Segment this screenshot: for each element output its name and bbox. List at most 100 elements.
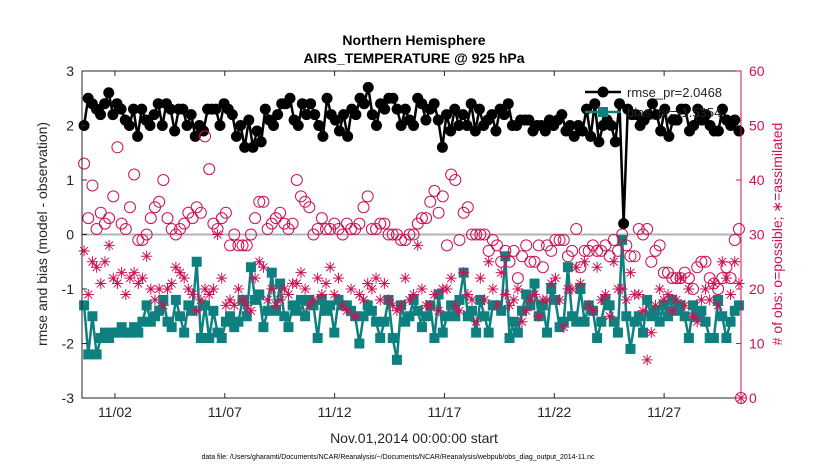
data-point-3-140 — [662, 288, 674, 300]
data-point-2-106 — [520, 239, 533, 252]
data-point-3-71 — [374, 294, 386, 306]
data-point-3-90-strokes — [453, 305, 465, 317]
y-tick-label-right: 0 — [749, 390, 757, 406]
data-point-0-83 — [420, 114, 432, 126]
data-point-3-126 — [604, 310, 616, 322]
y-axis-label-left: rmse and bias (model - observation) — [34, 122, 50, 346]
data-point-3-23-strokes — [174, 267, 186, 279]
data-point-3-67 — [358, 294, 370, 306]
data-point-2-78 — [403, 228, 416, 241]
data-point-1-40 — [245, 262, 256, 273]
data-point-3-104-strokes — [512, 283, 524, 295]
data-point-2-54 — [303, 201, 316, 214]
data-point-0-19 — [156, 120, 168, 131]
data-point-3-9-strokes — [116, 267, 128, 279]
data-point-3-7 — [107, 272, 119, 284]
data-point-3-94-strokes — [470, 316, 482, 328]
data-point-2-148 — [695, 255, 708, 268]
data-point-3-43 — [257, 261, 269, 273]
data-point-1-24 — [179, 327, 190, 338]
data-point-1-157 — [733, 300, 744, 311]
data-point-3-59-strokes — [324, 261, 336, 273]
data-point-0-47 — [272, 109, 284, 121]
data-point-2-110 — [536, 261, 549, 274]
data-point-3-76 — [395, 299, 407, 311]
data-point-3-24 — [178, 272, 190, 284]
data-point-3-8-strokes — [111, 278, 123, 290]
data-point-0-78 — [399, 103, 411, 115]
data-point-3-117 — [566, 283, 578, 295]
data-point-0-11 — [123, 120, 135, 131]
data-point-2-7 — [107, 190, 120, 203]
data-point-1-151 — [708, 333, 719, 344]
data-point-3-102 — [504, 299, 516, 311]
data-point-3-113-strokes — [549, 272, 561, 284]
data-point-3-17-strokes — [149, 294, 161, 306]
data-point-3-28 — [195, 294, 207, 306]
data-point-3-49-strokes — [282, 288, 294, 300]
data-point-0-76 — [391, 103, 403, 115]
data-point-3-148-strokes — [695, 294, 707, 306]
data-point-1-5 — [99, 327, 110, 338]
x-tick-label: 11/27 — [647, 404, 681, 420]
data-point-3-26 — [187, 288, 199, 300]
data-point-1-2 — [87, 311, 98, 322]
data-point-3-96 — [478, 294, 490, 306]
data-point-1-123 — [592, 333, 603, 344]
data-point-3-34-strokes — [220, 299, 232, 311]
data-point-3-40 — [245, 305, 257, 317]
series-0 — [78, 81, 745, 230]
data-point-3-149-strokes — [700, 283, 712, 295]
data-point-3-47 — [274, 294, 286, 306]
data-point-1-102 — [504, 333, 515, 344]
data-point-3-145-strokes — [683, 283, 695, 295]
data-point-3-107-strokes — [524, 294, 536, 306]
data-point-0-50 — [284, 92, 296, 104]
data-point-3-62-strokes — [337, 299, 349, 311]
data-point-3-11-strokes — [124, 272, 136, 284]
data-file-footnote: data file: /Users/gharamti/Documents/NCA… — [201, 454, 595, 461]
data-point-3-152-strokes — [712, 299, 724, 311]
data-point-2-42 — [253, 195, 266, 208]
data-point-3-98-strokes — [487, 283, 499, 295]
data-point-0-93 — [461, 120, 473, 131]
data-point-0-158 — [729, 114, 741, 126]
data-point-3-64-strokes — [345, 283, 357, 295]
data-point-0-91 — [453, 120, 465, 131]
data-point-3-85 — [433, 305, 445, 317]
data-point-0-90 — [449, 103, 461, 115]
data-point-3-46-strokes — [270, 299, 282, 311]
data-point-0-108 — [523, 114, 535, 126]
data-point-3-24-strokes — [178, 272, 190, 284]
data-point-2-30 — [203, 163, 216, 176]
data-point-2-156 — [728, 233, 741, 246]
data-point-2-130 — [620, 239, 633, 252]
data-point-3-33-strokes — [216, 272, 228, 284]
data-point-3-147-strokes — [691, 316, 703, 328]
data-point-3-35-strokes — [224, 294, 236, 306]
data-point-1-103 — [508, 316, 519, 327]
data-point-0-63 — [338, 109, 350, 121]
data-point-2-128 — [611, 244, 624, 257]
data-point-3-141-strokes — [666, 305, 678, 317]
data-point-3-87 — [441, 283, 453, 295]
data-point-0-40 — [243, 114, 255, 126]
data-point-0-88 — [441, 109, 453, 121]
data-point-3-1-strokes — [82, 288, 94, 300]
data-point-1-51 — [291, 305, 302, 316]
data-point-3-95 — [474, 272, 486, 284]
data-point-2-79 — [407, 228, 420, 241]
data-point-1-6 — [104, 333, 115, 344]
data-point-0-141 — [659, 103, 671, 115]
y-tick-label-right: 60 — [749, 63, 765, 79]
data-point-1-124 — [596, 316, 607, 327]
data-point-3-94 — [470, 316, 482, 328]
data-point-0-86 — [432, 114, 444, 126]
data-point-1-61 — [333, 294, 344, 305]
data-point-3-41 — [249, 272, 261, 284]
data-point-3-35 — [224, 294, 236, 306]
data-point-0-102 — [498, 109, 510, 121]
data-point-3-123-strokes — [591, 261, 603, 273]
